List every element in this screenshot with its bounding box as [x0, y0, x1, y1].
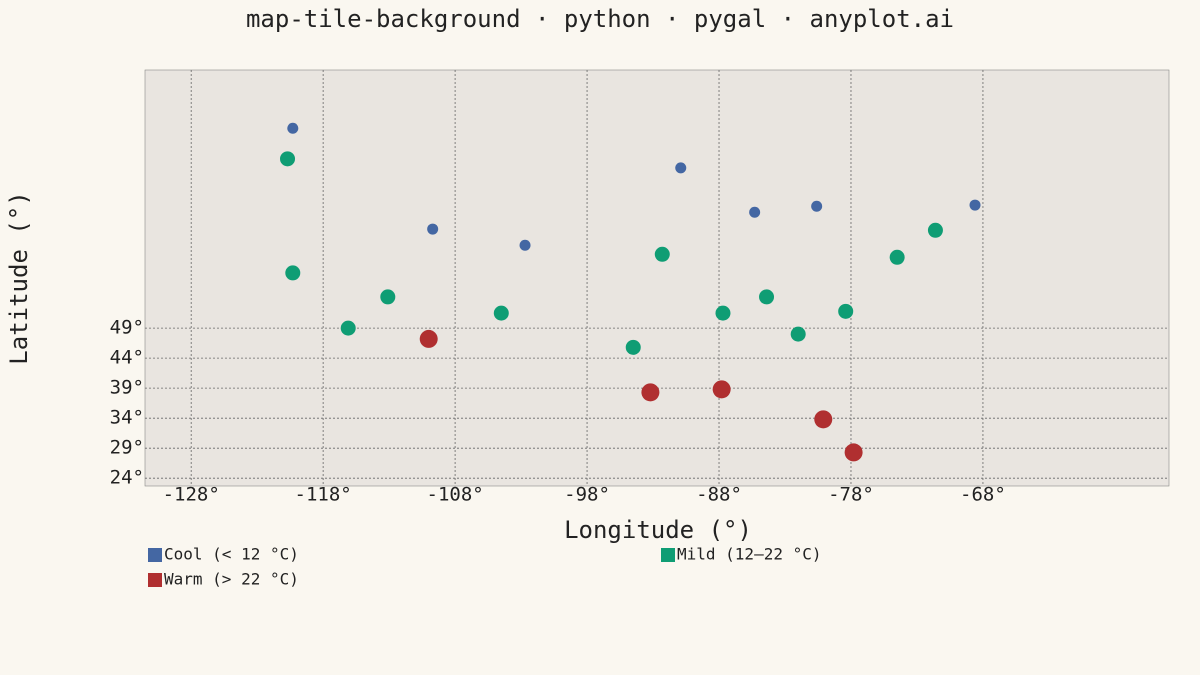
legend-label: Cool (< 12 °C) [164, 545, 299, 564]
point [285, 265, 301, 281]
y-tick-label: 39° [110, 377, 144, 399]
point [641, 383, 660, 402]
point [340, 320, 356, 336]
point [814, 410, 833, 429]
point [493, 305, 509, 321]
point [519, 239, 531, 251]
y-tick-label: 34° [110, 407, 144, 429]
x-tick-label: -98° [564, 484, 610, 506]
legend-swatch [148, 573, 162, 587]
point [419, 329, 438, 348]
plot-area [144, 69, 1170, 487]
point [654, 246, 670, 262]
point [749, 206, 761, 218]
legend-swatch [661, 548, 675, 562]
x-tick-label: -88° [696, 484, 742, 506]
legend-label: Warm (> 22 °C) [164, 570, 299, 589]
y-tick-label: 24° [110, 467, 144, 489]
point [889, 249, 905, 265]
y-tick-label: 29° [110, 437, 144, 459]
y-axis-title: Latitude (°) [5, 191, 33, 364]
y-tick-label: 44° [110, 347, 144, 369]
point [969, 199, 981, 211]
point [715, 305, 731, 321]
x-tick-label: -108° [427, 484, 484, 506]
x-tick-label: -128° [163, 484, 220, 506]
point [844, 443, 863, 462]
point [712, 380, 731, 399]
point [790, 326, 806, 342]
x-tick-label: -78° [828, 484, 874, 506]
point [811, 200, 823, 212]
point [427, 223, 439, 235]
x-tick-label: -68° [960, 484, 1006, 506]
x-axis-title: Longitude (°) [564, 516, 752, 544]
legend-label: Mild (12–22 °C) [677, 545, 822, 564]
chart-title: map-tile-background · python · pygal · a… [246, 5, 954, 33]
point [927, 222, 943, 238]
point [280, 151, 296, 167]
point [838, 303, 854, 319]
point [380, 289, 396, 305]
point [675, 162, 687, 174]
point [759, 289, 775, 305]
x-tick-label: -118° [295, 484, 352, 506]
y-tick-label: 49° [110, 317, 144, 339]
point [625, 339, 641, 355]
point [287, 122, 299, 134]
legend-swatch [148, 548, 162, 562]
